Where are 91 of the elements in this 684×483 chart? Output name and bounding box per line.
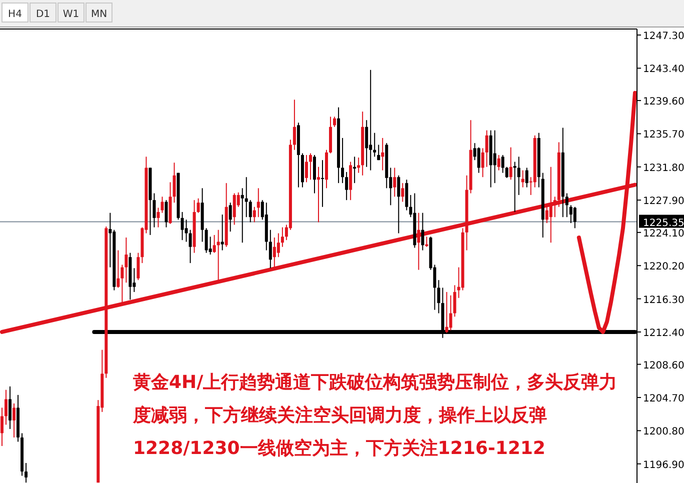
candlestick	[493, 130, 496, 184]
candlestick	[417, 212, 420, 270]
candlestick	[248, 200, 252, 223]
candlestick	[304, 154, 308, 183]
candlestick	[509, 146, 512, 180]
candlestick	[160, 196, 164, 214]
y-tick-label: 1200.80	[643, 426, 684, 438]
candlestick	[0, 407, 4, 446]
y-tick-label: 1227.90	[643, 196, 684, 208]
candlestick	[232, 192, 236, 226]
candlestick	[321, 160, 324, 208]
candlestick	[365, 120, 368, 168]
candlestick	[497, 154, 500, 171]
candlestick	[184, 219, 188, 242]
candlestick	[292, 99, 296, 150]
candlestick	[505, 166, 508, 178]
candlestick	[397, 174, 400, 234]
candlestick	[513, 161, 516, 212]
candlestick	[449, 294, 452, 331]
candlestick	[405, 179, 408, 211]
y-tick-label: 1235.70	[643, 130, 684, 141]
candlestick	[204, 228, 208, 254]
candlestick	[272, 237, 276, 268]
candlestick	[553, 196, 556, 218]
candlestick	[256, 188, 260, 218]
candlestick	[517, 156, 520, 196]
candlestick	[152, 192, 156, 228]
candlestick	[280, 226, 284, 248]
candlestick	[445, 291, 448, 334]
candlestick	[212, 234, 216, 254]
candlestick	[244, 176, 248, 218]
ref-line-label: 1225.35	[643, 218, 684, 229]
candlestick	[381, 137, 384, 171]
candlestick	[401, 182, 404, 202]
candlestick	[477, 146, 480, 174]
y-tick-label: 1208.60	[643, 360, 684, 372]
candlestick	[569, 204, 572, 224]
candlestick	[276, 232, 280, 258]
candlestick	[353, 156, 356, 184]
candlestick	[369, 69, 372, 171]
candlestick	[120, 264, 124, 304]
y-tick-label: 1247.30	[643, 31, 684, 42]
candlestick	[425, 236, 428, 248]
annotation: 黄金4H/上行趋势通道下跌破位构筑强势压制位，多头反弹力度减弱，下方继续关注空头回调力度，操作上以反弹1228/1230一线做空为主，下方关注1216-1212	[133, 371, 618, 461]
y-tick-label: 1196.90	[643, 460, 684, 471]
candlestick	[156, 207, 160, 228]
y-tick-label: 1204.70	[643, 393, 684, 404]
candlestick	[373, 132, 376, 158]
candlestick	[220, 214, 224, 251]
y-tick-label: 1224.10	[643, 228, 684, 240]
candlestick	[188, 229, 192, 264]
candlestick	[180, 212, 184, 241]
y-tick-label: 1212.40	[643, 328, 684, 339]
candlestick	[116, 250, 120, 288]
candlestick	[453, 284, 456, 318]
candlestick	[24, 462, 28, 483]
candlestick	[124, 237, 128, 284]
y-tick-label: 1239.60	[643, 96, 684, 108]
candlestick	[377, 144, 380, 161]
candlestick	[333, 116, 336, 128]
candlestick	[545, 206, 548, 224]
candlestick	[317, 166, 320, 223]
y-tick-label: 1243.40	[643, 64, 684, 76]
candlestick	[565, 192, 568, 218]
candlestick	[481, 148, 484, 178]
candlestick	[12, 402, 16, 438]
candlestick	[312, 154, 316, 194]
y-tick-label: 1220.20	[643, 262, 684, 273]
candlestick	[268, 229, 272, 269]
candlestick	[525, 167, 528, 188]
candlestick	[421, 212, 424, 251]
candlestick	[8, 386, 12, 430]
candlestick	[501, 154, 504, 174]
candlestick	[345, 172, 348, 201]
candlestick	[252, 206, 256, 223]
candlestick	[228, 202, 232, 232]
candlestick	[196, 198, 200, 214]
candlestick	[4, 389, 8, 426]
candlestick	[437, 280, 440, 314]
candlestick	[341, 137, 344, 184]
candlestick	[485, 130, 488, 168]
candlestick	[164, 200, 168, 228]
candlestick	[573, 206, 576, 229]
y-tick-label: 1231.80	[643, 162, 684, 174]
candlestick	[136, 252, 140, 281]
candlestick	[240, 188, 244, 244]
candlestick	[308, 152, 312, 180]
y-tick-label: 1216.30	[643, 294, 684, 306]
candlestick	[172, 162, 176, 204]
candlestick	[393, 167, 396, 198]
candlestick	[357, 157, 360, 174]
